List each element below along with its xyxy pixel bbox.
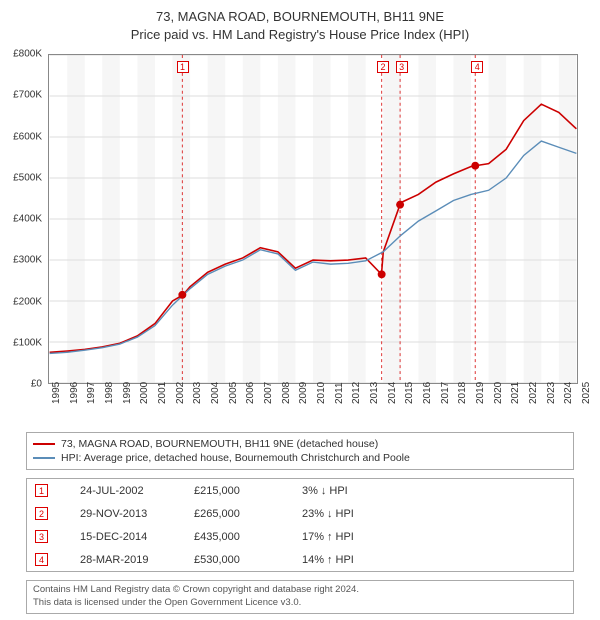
transaction-row: 4 28-MAR-2019 £530,000 14%↑HPI <box>27 548 573 571</box>
sale-marker-3: 3 <box>396 61 408 73</box>
y-tick-label: £700K <box>13 90 42 101</box>
transaction-delta: 17%↑HPI <box>302 531 432 543</box>
y-tick-label: £0 <box>31 379 42 390</box>
y-axis: £0£100K£200K£300K£400K£500K£600K£700K£80… <box>0 54 46 384</box>
x-tick-label: 2023 <box>546 382 557 404</box>
x-tick-label: 2000 <box>139 382 150 404</box>
x-tick-label: 2002 <box>175 382 186 404</box>
y-tick-label: £100K <box>13 337 42 348</box>
plot-area: 1 23 4 <box>48 54 578 384</box>
x-tick-label: 1998 <box>104 382 115 404</box>
transactions-table: 1 24-JUL-2002 £215,000 3%↓HPI 2 29-NOV-2013 £2… <box>26 478 574 572</box>
x-tick-label: 2013 <box>369 382 380 404</box>
transaction-delta: 14%↑HPI <box>302 554 432 566</box>
transaction-date: 15-DEC-2014 <box>56 531 186 543</box>
y-tick-label: £800K <box>13 49 42 60</box>
title-line-2: Price paid vs. HM Land Registry's House … <box>0 26 600 44</box>
x-tick-label: 2010 <box>316 382 327 404</box>
x-tick-label: 2011 <box>334 382 345 404</box>
x-tick-label: 2015 <box>404 382 415 404</box>
chart-container: 73, MAGNA ROAD, BOURNEMOUTH, BH11 9NE Pr… <box>0 0 600 620</box>
transaction-date: 24-JUL-2002 <box>56 485 186 497</box>
y-tick-label: £600K <box>13 131 42 142</box>
arrow-down-icon: ↓ <box>321 485 327 497</box>
transaction-marker: 4 <box>35 553 48 566</box>
legend-item: 73, MAGNA ROAD, BOURNEMOUTH, BH11 9NE (d… <box>33 437 567 451</box>
y-tick-label: £200K <box>13 296 42 307</box>
legend-label: 73, MAGNA ROAD, BOURNEMOUTH, BH11 9NE (d… <box>61 438 378 450</box>
legend: 73, MAGNA ROAD, BOURNEMOUTH, BH11 9NE (d… <box>26 432 574 470</box>
y-tick-label: £500K <box>13 172 42 183</box>
transaction-price: £530,000 <box>194 554 294 566</box>
transaction-price: £435,000 <box>194 531 294 543</box>
x-tick-label: 1995 <box>51 382 62 404</box>
y-tick-label: £400K <box>13 214 42 225</box>
x-tick-label: 2007 <box>263 382 274 404</box>
x-tick-label: 2008 <box>281 382 292 404</box>
transaction-row: 2 29-NOV-2013 £265,000 23%↓HPI <box>27 502 573 525</box>
sale-marker-4: 4 <box>471 61 483 73</box>
y-tick-label: £300K <box>13 255 42 266</box>
legend-item: HPI: Average price, detached house, Bour… <box>33 451 567 465</box>
x-axis: 1995199619971998199920002001200220032004… <box>48 386 578 426</box>
transaction-row: 1 24-JUL-2002 £215,000 3%↓HPI <box>27 479 573 502</box>
transaction-date: 29-NOV-2013 <box>56 508 186 520</box>
x-tick-label: 2014 <box>387 382 398 404</box>
x-tick-label: 2016 <box>422 382 433 404</box>
legend-swatch <box>33 457 55 459</box>
x-tick-label: 1997 <box>86 382 97 404</box>
footnote-line-1: Contains HM Land Registry data © Crown c… <box>33 584 567 597</box>
x-tick-label: 2018 <box>457 382 468 404</box>
transaction-marker: 1 <box>35 484 48 497</box>
legend-label: HPI: Average price, detached house, Bour… <box>61 452 410 464</box>
x-tick-label: 1999 <box>122 382 133 404</box>
x-tick-label: 1996 <box>69 382 80 404</box>
x-tick-label: 2006 <box>245 382 256 404</box>
legend-swatch <box>33 443 55 445</box>
x-tick-label: 2021 <box>510 382 521 404</box>
transaction-marker: 2 <box>35 507 48 520</box>
x-tick-label: 2001 <box>157 382 168 404</box>
transaction-price: £265,000 <box>194 508 294 520</box>
arrow-up-icon: ↑ <box>327 531 333 543</box>
transaction-delta: 23%↓HPI <box>302 508 432 520</box>
transaction-price: £215,000 <box>194 485 294 497</box>
x-tick-label: 2022 <box>528 382 539 404</box>
x-tick-label: 2017 <box>440 382 451 404</box>
x-tick-label: 2019 <box>475 382 486 404</box>
sale-marker-1: 1 <box>177 61 189 73</box>
arrow-up-icon: ↑ <box>327 554 333 566</box>
title-line-1: 73, MAGNA ROAD, BOURNEMOUTH, BH11 9NE <box>0 8 600 26</box>
plot-lines <box>49 55 577 383</box>
sale-marker-2: 2 <box>377 61 389 73</box>
x-tick-label: 2012 <box>351 382 362 404</box>
x-tick-label: 2020 <box>493 382 504 404</box>
x-tick-label: 2025 <box>581 382 592 404</box>
x-tick-label: 2009 <box>298 382 309 404</box>
x-tick-label: 2005 <box>228 382 239 404</box>
title-block: 73, MAGNA ROAD, BOURNEMOUTH, BH11 9NE Pr… <box>0 0 600 48</box>
transaction-delta: 3%↓HPI <box>302 485 432 497</box>
footnote-line-2: This data is licensed under the Open Gov… <box>33 597 567 610</box>
transaction-row: 3 15-DEC-2014 £435,000 17%↑HPI <box>27 525 573 548</box>
transaction-date: 28-MAR-2019 <box>56 554 186 566</box>
footnote: Contains HM Land Registry data © Crown c… <box>26 580 574 614</box>
arrow-down-icon: ↓ <box>327 508 333 520</box>
x-tick-label: 2004 <box>210 382 221 404</box>
x-tick-label: 2024 <box>563 382 574 404</box>
x-tick-label: 2003 <box>192 382 203 404</box>
transaction-marker: 3 <box>35 530 48 543</box>
